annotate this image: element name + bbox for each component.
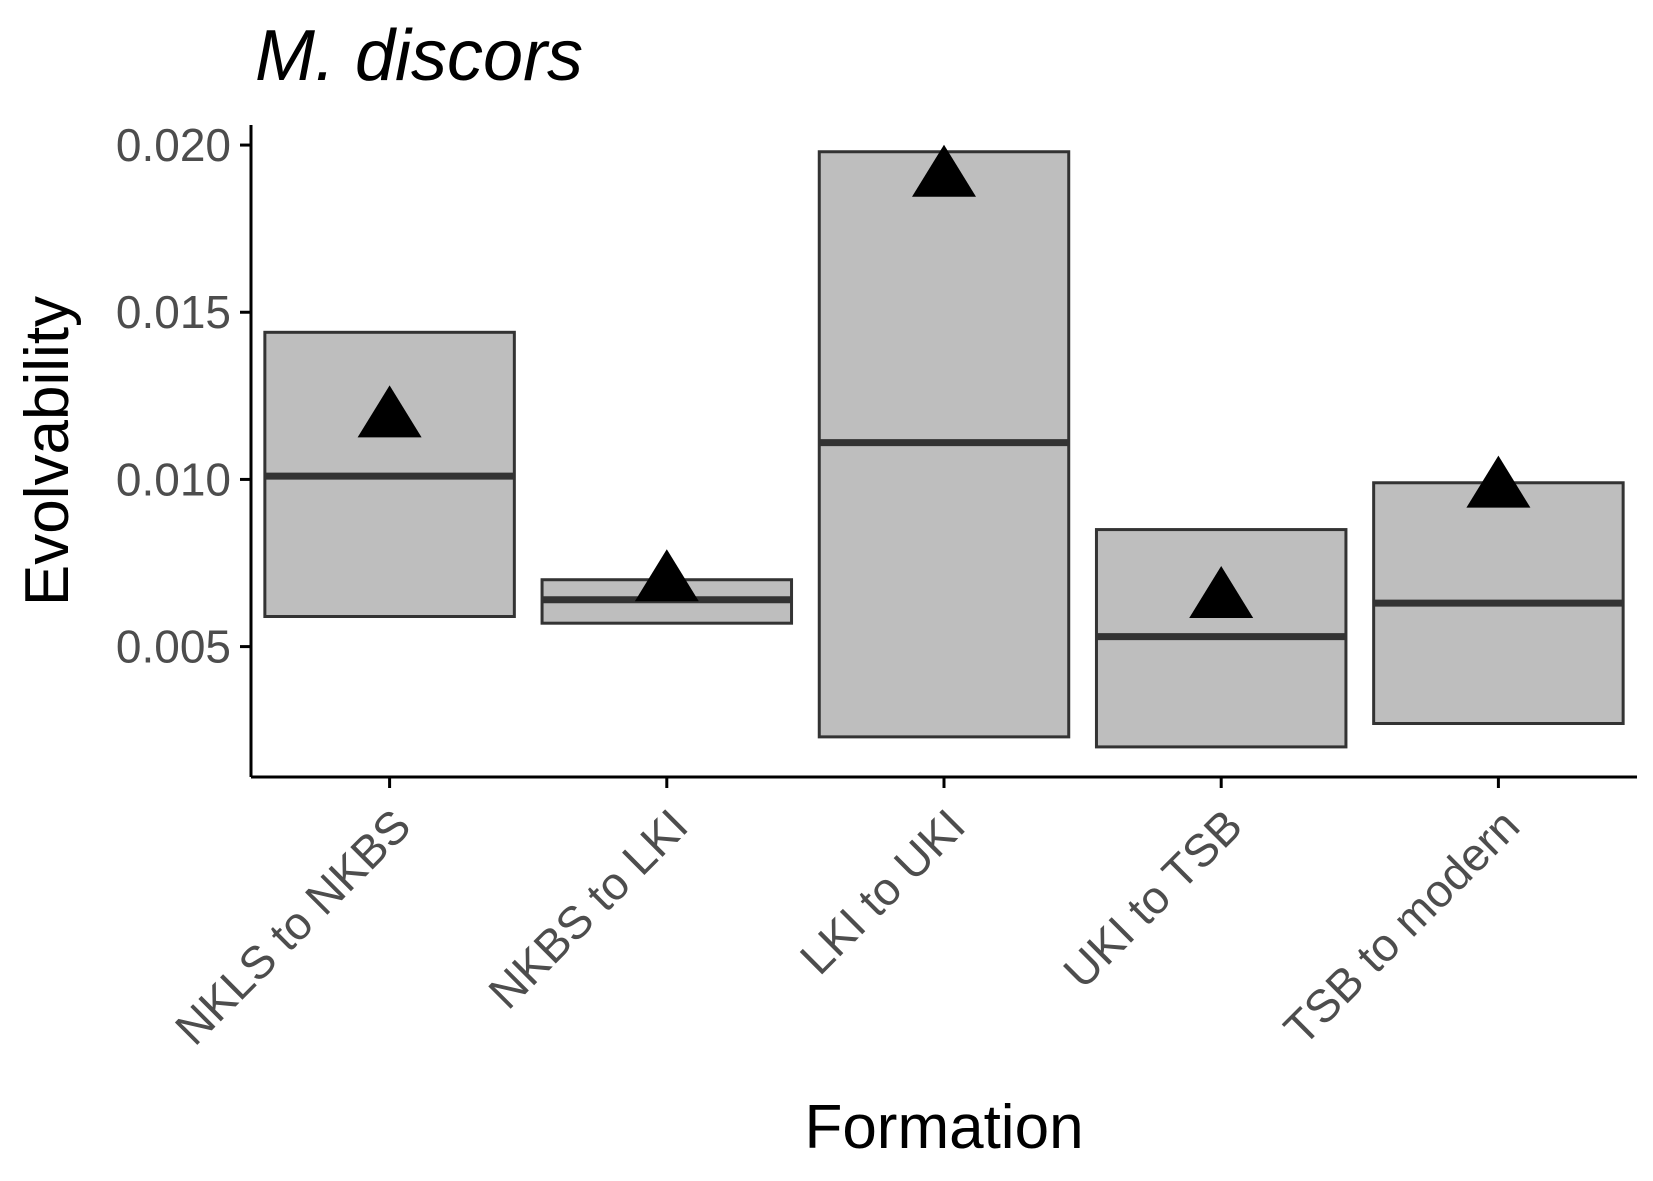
mean-marker-2 xyxy=(912,144,976,197)
x-tick-label-4: TSB to modern xyxy=(1274,799,1530,1055)
mean-marker-3 xyxy=(1189,565,1254,618)
boxes-layer xyxy=(263,150,1625,749)
y-tick-label-1: 0.010 xyxy=(116,453,231,505)
y-tick-label-3: 0.020 xyxy=(116,119,231,171)
x-axis-title: Formation xyxy=(804,1093,1083,1162)
x-axis: NKLS to NKBS NKBS to LKI LKI to UKI UKI to … xyxy=(165,777,1529,1055)
x-tick-label-1: NKBS to LKI xyxy=(478,799,697,1018)
y-tick-label-2: 0.015 xyxy=(116,286,231,338)
mean-marker-4 xyxy=(1466,455,1531,508)
y-axis-title: Evolvability xyxy=(13,296,82,606)
x-tick-label-0: NKLS to NKBS xyxy=(165,799,421,1055)
chart-title: M. discors xyxy=(255,16,583,96)
x-tick-label-2: LKI to UKI xyxy=(790,799,975,984)
y-axis: 0.005 0.010 0.015 0.020 xyxy=(116,119,251,673)
mean-marker-1 xyxy=(634,549,699,602)
y-tick-label-0: 0.005 xyxy=(116,621,231,673)
mean-marker-0 xyxy=(357,385,422,438)
mean-markers-layer xyxy=(357,144,1531,618)
plot-area: 0.005 0.010 0.015 0.020 NKLS to NKBS NKBS to… xyxy=(116,119,1637,1055)
x-tick-label-3: UKI to TSB xyxy=(1053,799,1252,998)
